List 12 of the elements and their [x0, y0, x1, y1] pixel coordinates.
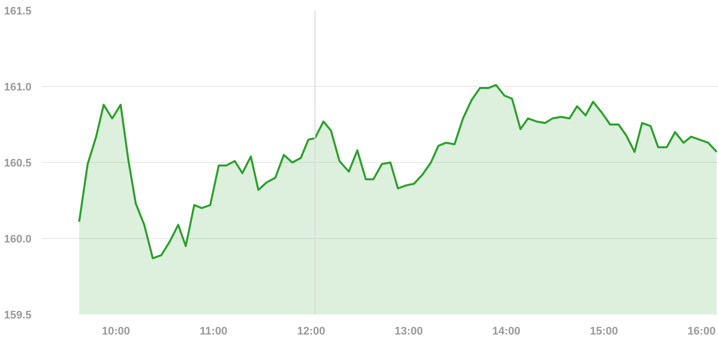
y-tick-label: 160.5	[4, 158, 32, 170]
y-tick-label: 161.5	[4, 6, 32, 18]
x-tick-label: 13:00	[394, 326, 423, 338]
x-tick-label: 11:00	[200, 326, 228, 338]
x-tick-label: 10:00	[102, 326, 130, 338]
y-tick-label: 159.5	[4, 310, 32, 322]
x-tick-label: 16:00	[687, 326, 716, 338]
x-tick-label: 12:00	[297, 326, 326, 338]
y-tick-label: 160.0	[4, 234, 32, 246]
x-tick-label: 14:00	[492, 326, 520, 338]
y-tick-label: 161.0	[4, 82, 32, 94]
x-tick-label: 15:00	[590, 326, 618, 338]
